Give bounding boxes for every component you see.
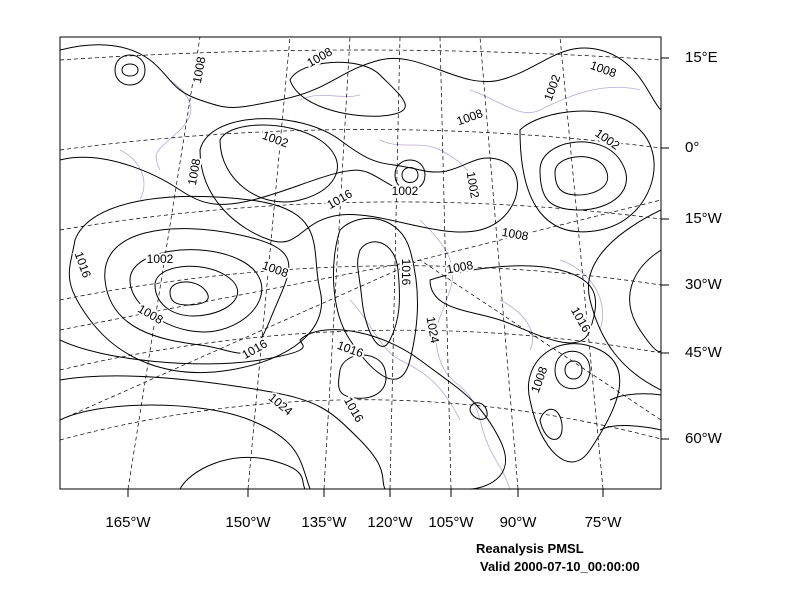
coastlines	[119, 79, 641, 489]
contour-label: 1008	[445, 258, 474, 276]
contour-label: 1008	[501, 225, 530, 243]
contour-label: 1002	[541, 72, 563, 102]
caption: Reanalysis PMSL Valid 2000-07-10_00:00:0…	[476, 541, 640, 574]
lon-label: 150°W	[225, 514, 271, 531]
lat-label: 45°W	[685, 344, 723, 361]
lon-label: 135°W	[301, 514, 347, 531]
caption-title: Reanalysis PMSL	[476, 541, 584, 556]
lat-label: 60°W	[685, 430, 723, 447]
lat-label: 0°	[685, 139, 699, 156]
lon-label: 105°W	[428, 514, 474, 531]
graticule	[60, 37, 661, 489]
contour-label: 1008	[455, 106, 485, 128]
contour-label: 1016	[341, 395, 367, 425]
map-frame	[59, 36, 662, 490]
lon-label: 90°W	[500, 514, 538, 531]
contour-label: 1016	[72, 250, 94, 280]
lat-label: 15°W	[685, 210, 723, 227]
map-body	[60, 37, 661, 489]
latitude-labels: 15°E 0° 15°W 30°W 45°W 60°W	[685, 49, 723, 447]
lon-label: 75°W	[585, 514, 623, 531]
contour-label: 1016	[399, 259, 413, 286]
contour-label: 1024	[424, 315, 442, 344]
contour-label: 1008	[135, 302, 165, 328]
lat-label: 30°W	[685, 276, 723, 293]
contour-label: 1016	[325, 186, 355, 212]
contour-label: 1008	[190, 55, 208, 84]
contour-label: 1002	[260, 128, 290, 150]
lon-label: 165°W	[105, 514, 151, 531]
lat-label: 15°E	[685, 49, 718, 66]
axis-ticks	[127, 57, 669, 497]
isobars	[60, 44, 661, 489]
caption-valid: Valid 2000-07-10_00:00:00	[480, 559, 640, 574]
contour-labels: 1008 1008 1008 1002 1008 1002 1002 1008 …	[70, 42, 625, 427]
contour-label: 1002	[147, 252, 174, 266]
contour-label: 1016	[240, 336, 270, 362]
longitude-labels: 165°W 150°W 135°W 120°W 105°W 90°W 75°W	[105, 514, 622, 531]
contour-label: 1008	[305, 44, 335, 70]
contour-label: 1024	[266, 390, 296, 418]
lon-label: 120°W	[367, 514, 413, 531]
contour-label: 1008	[588, 58, 618, 80]
contour-label: 1002	[464, 170, 482, 199]
contour-label: 1008	[185, 157, 203, 186]
contour-label: 1008	[260, 258, 290, 280]
contour-label: 1002	[392, 184, 419, 198]
contour-label: 1008	[528, 364, 550, 394]
